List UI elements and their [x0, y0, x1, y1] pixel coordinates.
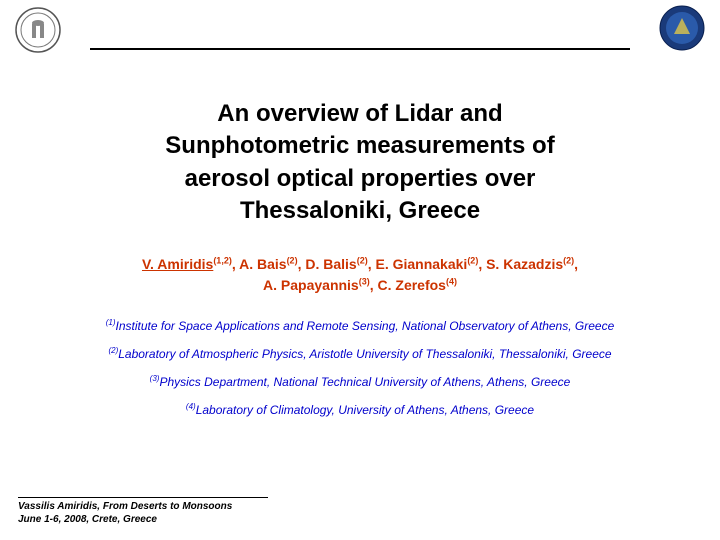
footer-divider: [18, 497, 268, 498]
institution-seal-right-icon: [658, 4, 706, 52]
affiliation-sup: (3): [150, 374, 160, 383]
affiliation-1: (1)Institute for Space Applications and …: [60, 318, 660, 334]
slide-title: An overview of Lidar and Sunphotometric …: [0, 98, 720, 228]
author-sup: (3): [359, 276, 370, 286]
affiliation-sup: (4): [186, 402, 196, 411]
affiliation-text: Laboratory of Climatology, University of…: [196, 403, 534, 417]
author-list: V. Amiridis(1,2), A. Bais(2), D. Balis(2…: [0, 254, 720, 296]
author-sup: (2): [563, 255, 574, 265]
institution-seal-left-icon: [14, 6, 62, 54]
affiliation-list: (1)Institute for Space Applications and …: [0, 318, 720, 419]
affiliation-sup: (2): [108, 346, 118, 355]
author-name: , C. Zerefos: [370, 277, 446, 293]
header-divider: [90, 48, 630, 50]
slide-header: [0, 0, 720, 70]
author-sup: (4): [446, 276, 457, 286]
author-name: , S. Kazadzis: [478, 256, 563, 272]
author-sep: ,: [574, 256, 578, 272]
title-line-4: Thessaloniki, Greece: [60, 195, 660, 227]
author-name: , D. Balis: [298, 256, 357, 272]
affiliation-sup: (1): [106, 318, 116, 327]
slide-footer: Vassilis Amiridis, From Deserts to Monso…: [18, 497, 268, 526]
affiliation-3: (3)Physics Department, National Technica…: [60, 374, 660, 390]
footer-line-2: June 1-6, 2008, Crete, Greece: [18, 513, 268, 526]
title-line-1: An overview of Lidar and: [60, 98, 660, 130]
author-sup: (1,2): [213, 255, 232, 265]
author-name: , E. Giannakaki: [368, 256, 468, 272]
author-name: , A. Bais: [232, 256, 287, 272]
affiliation-text: Laboratory of Atmospheric Physics, Arist…: [118, 347, 611, 361]
affiliation-text: Physics Department, National Technical U…: [159, 375, 570, 389]
lead-author: V. Amiridis: [142, 256, 213, 272]
author-sup: (2): [357, 255, 368, 265]
author-sup: (2): [467, 255, 478, 265]
title-line-3: aerosol optical properties over: [60, 163, 660, 195]
title-line-2: Sunphotometric measurements of: [60, 130, 660, 162]
affiliation-4: (4)Laboratory of Climatology, University…: [60, 402, 660, 418]
footer-line-1: Vassilis Amiridis, From Deserts to Monso…: [18, 500, 268, 513]
author-name: A. Papayannis: [263, 277, 359, 293]
affiliation-text: Institute for Space Applications and Rem…: [116, 319, 615, 333]
affiliation-2: (2)Laboratory of Atmospheric Physics, Ar…: [60, 346, 660, 362]
author-sup: (2): [287, 255, 298, 265]
